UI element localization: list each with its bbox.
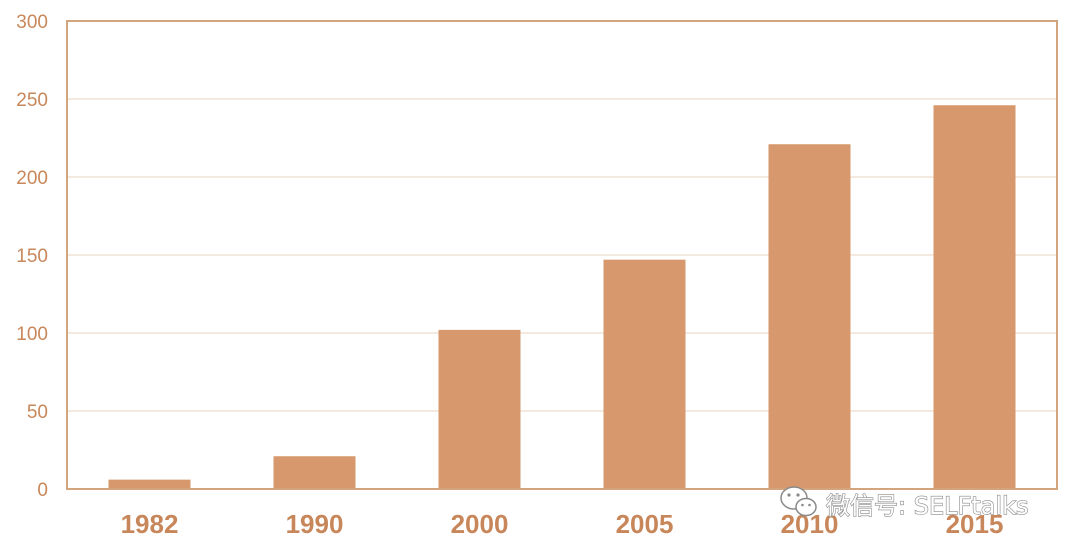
y-tick-label: 300	[16, 12, 48, 33]
x-axis-ticks: 1982 1990 2000 2005 2010 2015	[121, 509, 1004, 539]
y-tick-label: 50	[27, 402, 48, 423]
y-tick-label: 150	[16, 246, 48, 267]
wechat-icon	[780, 486, 817, 517]
bar-1982	[108, 479, 191, 489]
bar-2005	[603, 259, 686, 489]
plot-frame	[66, 20, 1058, 490]
y-tick-label: 250	[16, 90, 48, 111]
bars	[108, 105, 1016, 490]
gridlines	[67, 98, 1057, 412]
y-axis-ticks: 0 50 100 150 200 250 300	[16, 12, 48, 501]
x-tick-label: 1982	[121, 509, 179, 539]
x-tick-label: 1990	[286, 509, 344, 539]
x-tick-label: 2005	[616, 509, 674, 539]
bar-2010	[768, 144, 851, 490]
y-tick-label: 0	[37, 480, 48, 501]
bar-2015	[933, 105, 1016, 490]
bar-2000	[438, 329, 521, 489]
y-tick-label: 100	[16, 324, 48, 345]
x-tick-label: 2000	[451, 509, 509, 539]
watermark: 微信号: SELFtalks	[780, 486, 1029, 521]
watermark-text: 微信号: SELFtalks	[826, 492, 1028, 520]
bar-1990	[273, 456, 356, 489]
x-tick-label: 2015	[946, 509, 1004, 539]
y-tick-label: 200	[16, 168, 48, 189]
